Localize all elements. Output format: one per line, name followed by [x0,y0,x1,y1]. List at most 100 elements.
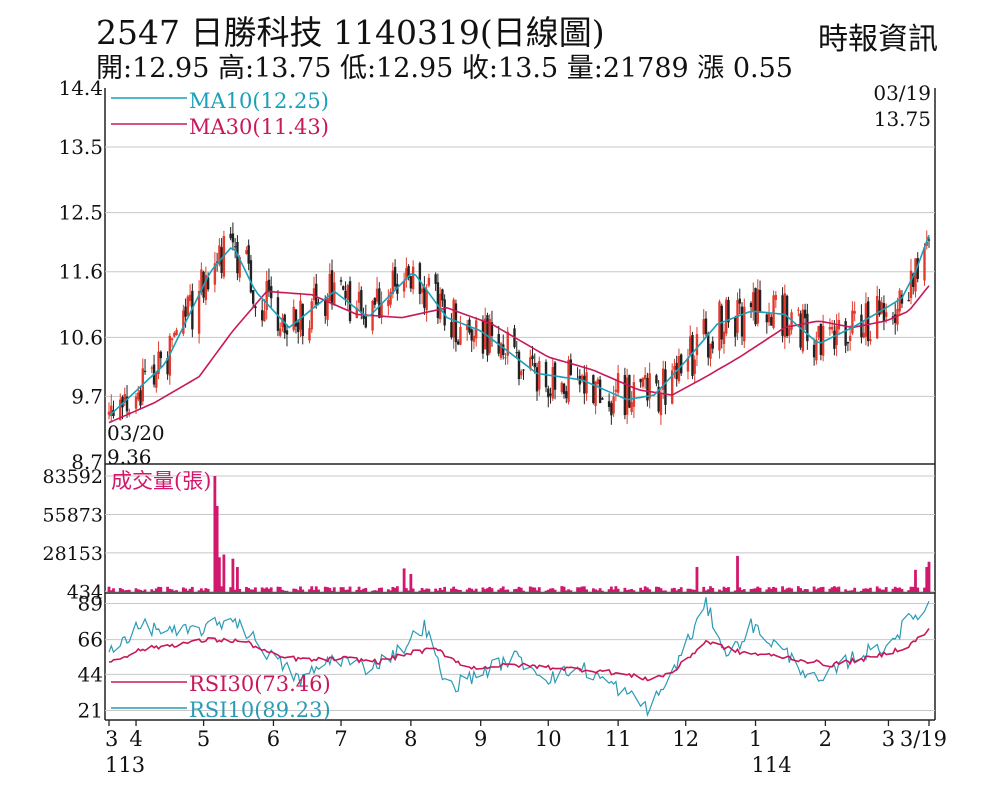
volume-bar [118,587,122,592]
volume-bar [758,587,762,592]
candle-body [628,374,631,408]
candle-body [661,368,665,390]
volume-bar [357,586,361,592]
candle-body [812,344,816,358]
volume-bar [251,589,255,592]
candle-body [632,382,636,407]
volume-bar [718,589,721,592]
candle-body [515,352,518,354]
candle-body [884,312,888,317]
candle-body [614,389,618,392]
volume-bar [204,588,208,592]
volume-bar [438,587,442,592]
candle-body [738,298,741,304]
candle-body [529,357,532,370]
candle-body [450,322,453,338]
candle-body [702,319,705,335]
candle-body [646,377,649,401]
quote-summary: 開:12.95 高:13.75 低:12.95 收:13.5 量:21789 漲… [96,53,793,84]
candle-body [218,245,221,265]
candle-body [506,331,509,356]
volume-bar [339,587,343,592]
volume-bar [450,588,453,592]
candle-body [155,372,158,388]
candle-body [583,375,586,394]
candle-body [878,300,881,315]
volume-bar [150,589,154,592]
volume-bar [362,588,365,592]
candle-body [357,291,361,303]
volume-bar [819,587,823,592]
year-label: 113 [105,753,145,777]
candle-body [914,258,917,292]
volume-bar [332,587,336,592]
volume-bar [312,590,316,592]
volume-bar [609,586,613,592]
volume-bar [702,586,706,592]
volume-bar [774,587,778,592]
volume-title: 成交量(張) [111,469,211,493]
volume-bar [380,587,383,592]
candle-body [643,375,647,380]
volume-bar [236,567,239,592]
volume-bar [772,586,775,592]
candle-body [797,309,800,311]
volume-bar [168,588,172,592]
candle-body [657,386,660,412]
candle-body [565,391,568,399]
volume-bar [134,588,138,592]
volume-bar [499,588,503,592]
candle-body [898,290,901,312]
candle-body [121,396,124,408]
candle-body [598,379,602,404]
candle-body [157,351,160,375]
price-tick-label: 13.5 [58,135,103,159]
candle-body [743,306,746,342]
candle-body [925,241,928,246]
volume-bar [425,588,429,592]
volume-bar [186,590,190,592]
volume-tick-label: 28153 [43,543,103,565]
volume-bar [497,589,501,592]
volume-bar [835,587,839,592]
volume-bar [202,590,206,592]
volume-bar [238,588,242,592]
candle-body [375,288,379,302]
volume-bar [459,590,462,592]
volume-bar [217,557,221,592]
volume-bar [853,587,857,592]
volume-bar [233,589,237,592]
candle-body [328,273,331,302]
volume-bar [785,588,789,592]
volume-bar [344,589,347,592]
volume-bar [402,568,406,592]
volume-bar [837,586,841,592]
candle-body [441,289,444,301]
x-tick-label: 6 [267,727,280,751]
low-value-label: 9.36 [107,445,152,469]
candle-body [616,373,620,393]
volume-bar [907,590,911,592]
candle-body [490,322,494,336]
volume-bar [675,590,679,592]
volume-bar [112,588,115,592]
candle-body [418,263,422,295]
volume-bar [846,590,850,592]
volume-bar [569,590,573,592]
candle-body [686,357,690,372]
volume-bar [346,589,350,592]
volume-bar [884,587,888,592]
candle-body [533,362,536,368]
volume-bar [817,588,821,592]
candle-body [689,336,692,356]
volume-bar [294,588,298,592]
volume-bar [375,590,379,592]
volume-bar [443,586,447,592]
candle-body [380,303,383,318]
volume-bar [756,586,760,592]
volume-bar [639,587,643,592]
volume-bar [488,586,492,592]
volume-bar [136,589,140,592]
price-tick-label: 8.7 [71,450,103,474]
volume-bar [880,589,884,592]
